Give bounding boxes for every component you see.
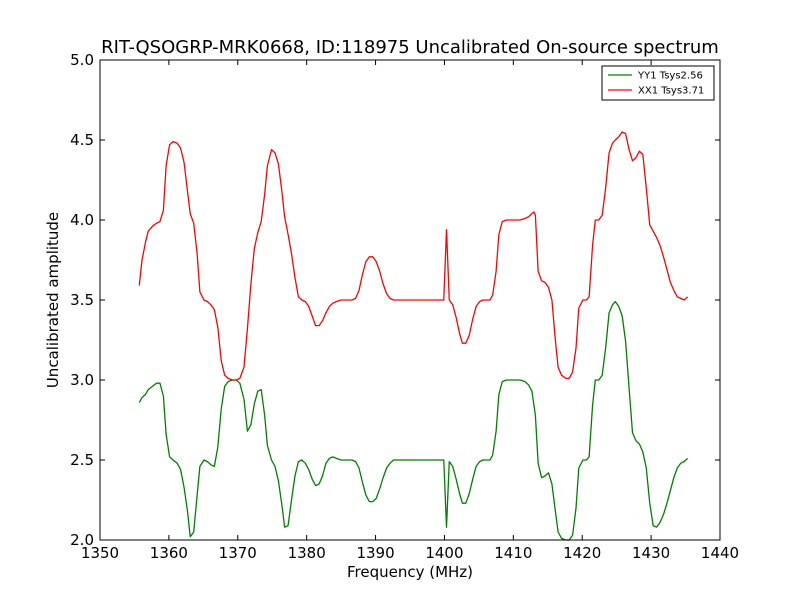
x-tick-label: 1420 <box>563 544 601 562</box>
x-tick-label: 1400 <box>425 544 463 562</box>
legend-label-xx1: XX1 Tsys3.71 <box>638 86 704 97</box>
x-tick-label: 1440 <box>701 544 739 562</box>
y-tick-label: 2.0 <box>70 531 94 549</box>
x-tick-label: 1360 <box>150 544 188 562</box>
legend-box <box>601 65 715 101</box>
x-axis-label: Frequency (MHz) <box>347 563 473 581</box>
y-tick-label: 4.0 <box>70 211 94 229</box>
x-tick-label: 1380 <box>288 544 326 562</box>
y-axis-label: Uncalibrated amplitude <box>44 212 62 388</box>
y-tick-label: 4.5 <box>70 131 94 149</box>
x-tick-label: 1390 <box>356 544 394 562</box>
legend-label-yy1: YY1 Tsys2.56 <box>637 71 703 82</box>
x-tick-label: 1350 <box>81 544 119 562</box>
y-tick-label: 3.5 <box>70 291 94 309</box>
series-line-xx1 <box>138 131 689 381</box>
chart-title: RIT-QSOGRP-MRK0668, ID:118975 Uncalibrat… <box>101 37 719 58</box>
plot-area: 1350 1360 1370 1380 1390 1400 1410 1420 1430 1440… <box>70 51 739 562</box>
x-tick-label: 1410 <box>494 544 532 562</box>
y-tick-label: 3.0 <box>70 371 94 389</box>
y-tick-label: 5.0 <box>70 51 94 69</box>
x-tick-label: 1430 <box>632 544 670 562</box>
y-tick-label: 2.5 <box>70 451 94 469</box>
x-tick-label: 1370 <box>219 544 257 562</box>
legend: YY1 Tsys2.56 XX1 Tsys3.71 <box>601 65 715 101</box>
series-line-yy1 <box>138 300 689 541</box>
